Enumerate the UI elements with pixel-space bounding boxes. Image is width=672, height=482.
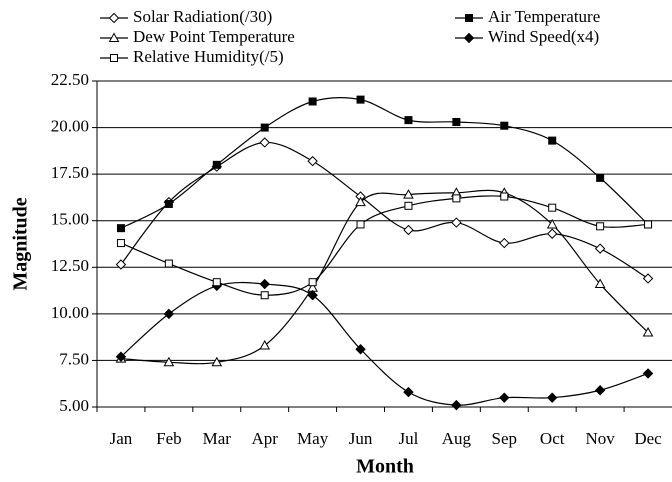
data-point (451, 399, 462, 411)
data-point (164, 259, 173, 268)
x-tick-label: Feb (156, 429, 182, 448)
y-tick-label: 5.00 (59, 396, 89, 415)
data-point (546, 218, 558, 229)
data-point (547, 228, 558, 239)
data-point (356, 95, 365, 104)
data-point (212, 278, 221, 287)
y-tick-label: 10.00 (51, 303, 89, 322)
x-tick-label: May (297, 429, 329, 448)
data-point (403, 189, 414, 199)
data-point (403, 224, 414, 236)
y-tick-label: 17.50 (51, 163, 89, 182)
data-point (355, 196, 366, 207)
y-tick-label: 7.50 (59, 349, 89, 368)
data-point (642, 368, 654, 379)
legend-marker (465, 14, 473, 22)
data-point (548, 136, 557, 145)
legend-label: Dew Point Temperature (133, 27, 295, 46)
data-point (308, 97, 317, 106)
x-tick-label: Aug (442, 429, 472, 448)
y-tick-label: 20.00 (51, 116, 89, 135)
data-point (115, 259, 127, 270)
data-point (596, 222, 605, 231)
data-point (499, 392, 510, 403)
data-point (307, 155, 318, 167)
data-point (548, 203, 557, 212)
data-point (642, 326, 654, 337)
x-tick-label: Apr (251, 429, 278, 448)
x-tick-label: Jan (110, 429, 133, 448)
x-tick-label: Mar (203, 429, 232, 448)
data-point (594, 278, 606, 289)
data-point (547, 392, 558, 403)
legend-marker (108, 32, 120, 42)
legend-marker (110, 54, 118, 62)
data-point (500, 192, 509, 201)
x-tick-label: Nov (585, 429, 615, 448)
legend-marker (463, 32, 475, 44)
data-point (307, 290, 318, 301)
data-point (596, 173, 605, 182)
data-point (163, 308, 175, 320)
y-tick-label: 15.00 (51, 210, 89, 229)
x-tick-label: Oct (540, 429, 565, 448)
data-point (259, 137, 270, 148)
data-point (403, 386, 414, 398)
data-point (594, 385, 606, 396)
x-tick-label: Sep (492, 429, 518, 448)
legend-label: Solar Radiation(/30) (133, 7, 272, 26)
data-point (452, 194, 461, 203)
data-point (642, 273, 654, 284)
x-axis-label: Month (356, 456, 414, 478)
legend-label: Air Temperature (488, 7, 600, 26)
data-point (115, 351, 127, 362)
data-point (260, 291, 269, 300)
data-point (355, 344, 366, 355)
data-point (356, 220, 365, 229)
y-axis-label: Magnitude (10, 197, 32, 290)
x-tick-label: Jul (399, 429, 419, 448)
legend-marker (108, 12, 120, 24)
data-point (164, 199, 173, 208)
data-point (308, 278, 317, 287)
y-tick-label: 22.50 (51, 70, 89, 89)
data-point (452, 117, 461, 126)
series-line (120, 195, 649, 296)
legend-label: Wind Speed(x4) (488, 27, 599, 46)
data-point (212, 160, 221, 169)
data-point (259, 340, 271, 350)
data-point (259, 278, 270, 290)
data-point (116, 239, 125, 248)
series-line (120, 281, 649, 406)
data-point (260, 123, 269, 132)
data-point (594, 243, 606, 254)
data-point (404, 116, 413, 125)
data-point (500, 121, 509, 130)
data-point (163, 356, 175, 367)
x-tick-label: Jun (349, 429, 373, 448)
data-point (499, 237, 510, 249)
series-line (120, 97, 649, 229)
legend-label: Relative Humidity(/5) (133, 47, 284, 66)
data-point (211, 356, 223, 367)
data-point (451, 217, 462, 228)
y-tick-label: 12.50 (51, 256, 89, 275)
data-point (404, 201, 413, 210)
x-tick-label: Dec (634, 429, 662, 448)
data-point (116, 224, 125, 233)
data-point (644, 220, 653, 229)
series-line (120, 141, 649, 279)
